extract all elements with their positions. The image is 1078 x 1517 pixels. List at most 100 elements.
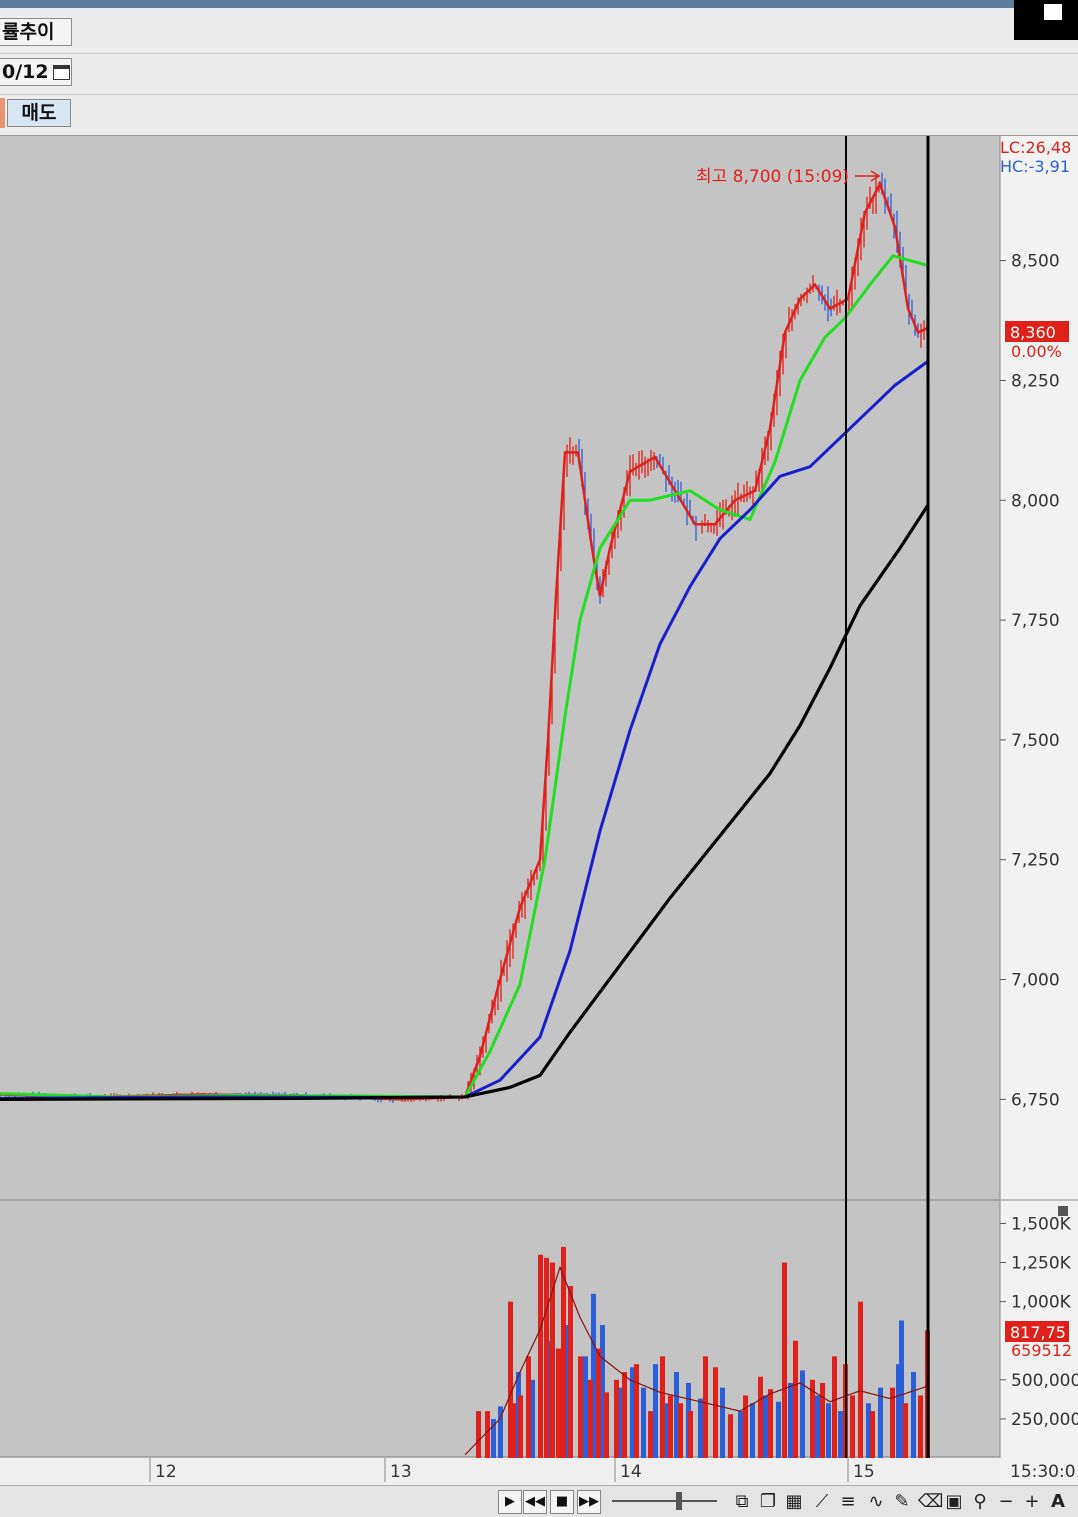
volume-tick-label: 1,500K bbox=[1011, 1214, 1072, 1234]
volume-bar-down bbox=[630, 1367, 635, 1458]
volume-bar-up bbox=[596, 1348, 601, 1458]
buy-button-edge[interactable] bbox=[0, 98, 5, 128]
volume-bar-down bbox=[815, 1395, 820, 1458]
window-top-strip bbox=[0, 0, 1078, 8]
volume-bar-down bbox=[720, 1387, 725, 1458]
y-tick-label: 7,250 bbox=[1011, 851, 1060, 871]
volume-badge bbox=[1005, 1321, 1069, 1342]
toolbar-divider bbox=[0, 94, 1078, 95]
volume-bar-up bbox=[578, 1356, 583, 1458]
volume-bar-up bbox=[604, 1392, 609, 1458]
volume-bar-down bbox=[866, 1403, 871, 1458]
fast-forward-icon[interactable]: ▶▶ bbox=[577, 1490, 601, 1514]
search-icon[interactable]: ⚲ bbox=[973, 1491, 987, 1512]
trendline-icon[interactable]: ⟋ bbox=[815, 1491, 829, 1512]
price-axis-ticks: 8,500 8,250 8,000 7,750 7,500 7,250 7,000 6,750 bbox=[1000, 252, 1060, 1110]
image-icon[interactable]: ▣ bbox=[945, 1491, 963, 1512]
zoom-slider-track[interactable] bbox=[612, 1500, 717, 1502]
volume-bar-down bbox=[911, 1372, 916, 1458]
window-control-icon[interactable] bbox=[1014, 0, 1078, 40]
volume-badge-text: 817,75 bbox=[1010, 1323, 1066, 1342]
price-chart[interactable]: 8,500 8,250 8,000 7,750 7,500 7,250 7,000 6,750… bbox=[0, 0, 1078, 1485]
stop-icon[interactable]: ■ bbox=[550, 1490, 574, 1514]
rewind-icon[interactable]: ◀◀ bbox=[523, 1490, 547, 1514]
volume-bar-down bbox=[896, 1364, 901, 1458]
volume-bar-down bbox=[674, 1372, 679, 1458]
volume-bar-down bbox=[899, 1320, 904, 1458]
window-icon[interactable]: ❐ bbox=[759, 1491, 777, 1512]
zoom-in-icon[interactable]: + bbox=[1024, 1491, 1040, 1512]
volume-bar-up bbox=[850, 1395, 855, 1458]
volume-bar-up bbox=[568, 1286, 573, 1458]
date-value: 0/12 bbox=[2, 61, 49, 83]
x-axis-bar bbox=[0, 1457, 1000, 1485]
zoom-slider-handle[interactable] bbox=[676, 1492, 682, 1510]
zoom-out-icon[interactable]: − bbox=[998, 1491, 1014, 1512]
volume-bars bbox=[464, 1246, 930, 1458]
volume-bar-down bbox=[826, 1403, 831, 1458]
high-price-annotation: 최고 8,700 (15:09) bbox=[696, 167, 849, 187]
volume-bar-down bbox=[591, 1293, 596, 1458]
volume-bar-up bbox=[588, 1379, 593, 1458]
y-tick-label: 8,500 bbox=[1011, 252, 1060, 272]
volume-bar-down bbox=[498, 1406, 503, 1458]
volume-bar-up bbox=[622, 1372, 627, 1458]
volume-bar-up bbox=[728, 1414, 733, 1458]
volume-bar-up bbox=[511, 1403, 516, 1458]
x-tick-label: 15 bbox=[853, 1462, 875, 1482]
volume-bar-up bbox=[918, 1395, 923, 1458]
volume-bar-up bbox=[660, 1356, 665, 1458]
view-tab-button[interactable]: 률추이 bbox=[0, 18, 72, 46]
toolbar-divider bbox=[0, 53, 1078, 54]
volume-bar-down bbox=[878, 1387, 883, 1458]
volume-bar-down bbox=[788, 1382, 793, 1458]
sell-button[interactable]: 매도 bbox=[7, 99, 71, 127]
hc-label: HC:-3,91 bbox=[1000, 157, 1070, 176]
volume-bar-down bbox=[738, 1411, 743, 1458]
volume-bar-up bbox=[890, 1387, 895, 1458]
chart-control-bar: ▶ ◀◀ ■ ▶▶ ⧉ ❐ ▦ ⟋ ≡ ∿ ✎ ⌫ ▣ ⚲ − + A bbox=[0, 1485, 1078, 1517]
volume-bar-up bbox=[526, 1356, 531, 1458]
volume-bar-up bbox=[832, 1356, 837, 1458]
volume-bar-up bbox=[544, 1257, 549, 1458]
volume-bar-down bbox=[698, 1398, 703, 1458]
volume-bar-up bbox=[518, 1395, 523, 1458]
volume-bar-up bbox=[538, 1254, 543, 1458]
volume-bar-up bbox=[870, 1411, 875, 1458]
volume-bar-down bbox=[776, 1401, 781, 1458]
plot-background bbox=[0, 136, 1000, 1485]
ma-black-line bbox=[0, 504, 930, 1101]
calendar-icon[interactable] bbox=[52, 65, 70, 80]
fibonacci-icon[interactable]: ≡ bbox=[840, 1491, 856, 1512]
eraser-icon[interactable]: ⌫ bbox=[918, 1491, 944, 1512]
y-axis-panel bbox=[1000, 136, 1078, 1485]
volume-bar-up bbox=[810, 1379, 815, 1458]
volume-bar-down bbox=[600, 1325, 605, 1458]
pencil-icon[interactable]: ✎ bbox=[894, 1491, 910, 1512]
play-icon[interactable]: ▶ bbox=[498, 1490, 522, 1514]
volume-bar-down bbox=[618, 1387, 623, 1458]
volume-bar-up bbox=[768, 1389, 773, 1458]
wave-icon[interactable]: ∿ bbox=[868, 1491, 884, 1512]
arrow-right-icon bbox=[870, 170, 881, 182]
y-tick-label: 8,000 bbox=[1011, 491, 1060, 511]
y-tick-label: 7,000 bbox=[1011, 971, 1060, 991]
volume-bar-up bbox=[485, 1411, 490, 1458]
y-tick-label: 7,750 bbox=[1011, 611, 1060, 631]
close-pane-icon[interactable] bbox=[1058, 1206, 1068, 1216]
date-field[interactable]: 0/12 bbox=[0, 58, 72, 86]
current-change-text: 0.00% bbox=[1011, 342, 1062, 361]
end-time-label: 15:30:0 bbox=[1010, 1462, 1076, 1482]
volume-bar-up bbox=[713, 1367, 718, 1458]
volume-bar-up bbox=[556, 1348, 561, 1458]
y-tick-label: 8,250 bbox=[1011, 371, 1060, 391]
volume-bar-down bbox=[530, 1379, 535, 1458]
text-tool-icon[interactable]: A bbox=[1051, 1491, 1065, 1512]
y-tick-label: 6,750 bbox=[1011, 1090, 1060, 1110]
volume-bar-up bbox=[668, 1395, 673, 1458]
grid-icon[interactable]: ▦ bbox=[785, 1491, 803, 1512]
volume-bar-down bbox=[763, 1395, 768, 1458]
lc-label: LC:26,48 bbox=[1000, 138, 1071, 157]
volume-bar-up bbox=[743, 1395, 748, 1458]
copy-icon[interactable]: ⧉ bbox=[735, 1491, 749, 1512]
